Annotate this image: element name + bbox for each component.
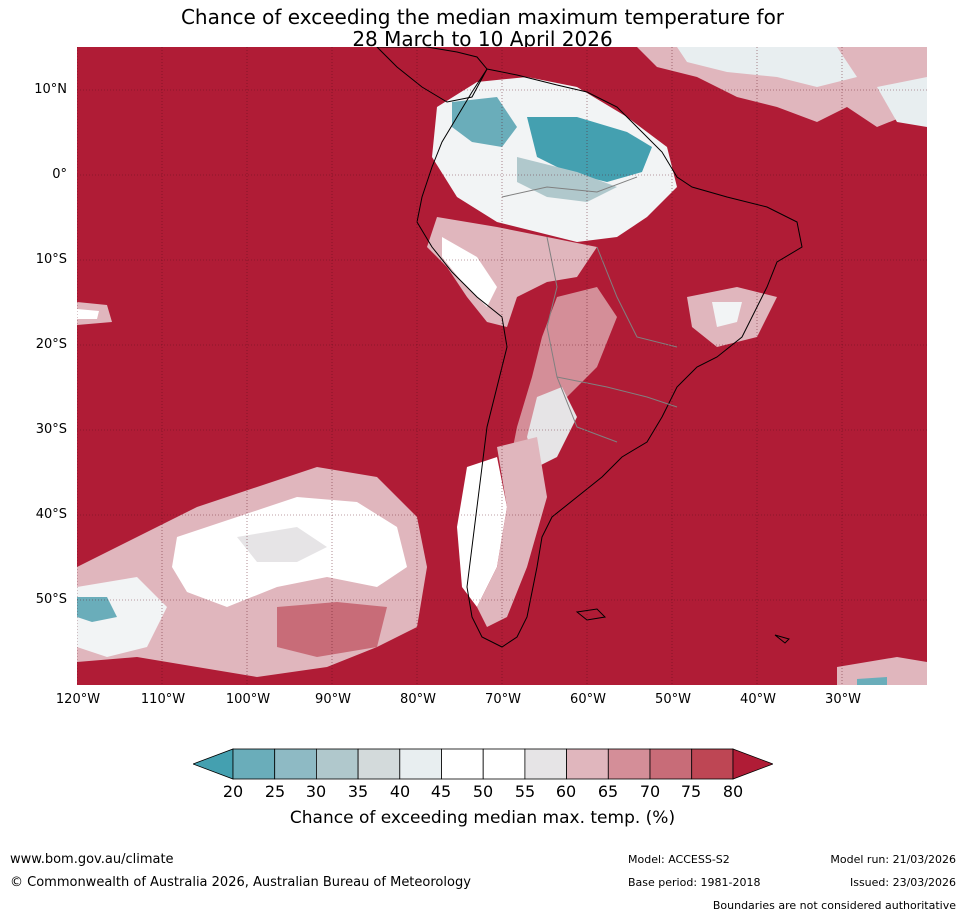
- colorbar: [193, 748, 773, 780]
- colorbar-segment-40-45: [399, 748, 442, 780]
- colorbar-tick-80: 80: [722, 782, 744, 801]
- colorbar-segment-75-80: [691, 748, 734, 780]
- lon-label-110w: 110°W: [140, 692, 186, 707]
- lon-label-70w: 70°W: [485, 692, 521, 707]
- colorbar-tick-25: 25: [264, 782, 286, 801]
- south-georgia: [774, 634, 790, 644]
- region-central-white: [527, 387, 577, 467]
- region-southeast-pale: [837, 657, 927, 685]
- colorbar-tick-75: 75: [680, 782, 702, 801]
- south-america-coastline: [416, 68, 803, 648]
- lon-label-30w: 30°W: [825, 692, 861, 707]
- region-north-white: [677, 47, 857, 87]
- region-pacific-southwest-blue: [77, 597, 117, 622]
- probability-map: [77, 47, 927, 685]
- lon-label-40w: 40°W: [740, 692, 776, 707]
- colorbar-tick-60: 60: [555, 782, 577, 801]
- colorbar-segment-30-35: [316, 748, 359, 780]
- map-title-line-1: Chance of exceeding the median maximum t…: [180, 5, 785, 29]
- gridlines: [77, 47, 927, 685]
- colorbar-segment-25-30: [274, 748, 317, 780]
- footer-disclaimer: Boundaries are not considered authoritat…: [712, 899, 956, 912]
- colorbar-label: Chance of exceeding median max. temp. (%…: [289, 808, 676, 828]
- colorbar-arrow-high: [732, 748, 773, 780]
- lat-label-10s: 10°S: [35, 252, 67, 267]
- region-brazil-east-white: [712, 302, 742, 327]
- lat-label-30s: 30°S: [35, 422, 67, 437]
- colorbar-tick-30: 30: [305, 782, 327, 801]
- region-amazon-blue-west: [452, 97, 517, 147]
- lon-label-120w: 120°W: [55, 692, 101, 707]
- region-patagonia-pale: [477, 437, 547, 627]
- lat-label-40s: 40°S: [35, 507, 67, 522]
- footer-issued: Issued: 23/03/2026: [849, 876, 956, 889]
- lat-label-20s: 20°S: [35, 337, 67, 352]
- colorbar-tick-20: 20: [222, 782, 244, 801]
- lon-label-90w: 90°W: [315, 692, 351, 707]
- region-amazon-blue-east: [527, 117, 652, 182]
- region-northeast-pale: [877, 77, 927, 127]
- region-southeast-blue: [857, 677, 887, 685]
- colorbar-arrow-low: [193, 748, 234, 780]
- colorbar-segment-45-50: [441, 748, 484, 780]
- footer-url: www.bom.gov.au/climate: [10, 852, 174, 867]
- colorbar-segment-50-55: [482, 748, 526, 780]
- lon-label-80w: 80°W: [400, 692, 436, 707]
- lon-label-50w: 50°W: [655, 692, 691, 707]
- central-america-coastline: [376, 47, 488, 103]
- region-andes-pale: [427, 217, 597, 327]
- colorbar-tick-35: 35: [347, 782, 369, 801]
- country-borders: [501, 176, 678, 443]
- lat-label-10n: 10°N: [34, 82, 67, 97]
- colorbar-tick-45: 45: [430, 782, 452, 801]
- region-andes-white: [442, 237, 497, 307]
- lat-label-0: 0°: [52, 167, 67, 182]
- colorbar-tick-65: 65: [597, 782, 619, 801]
- colorbar-segment-20-25: [232, 748, 276, 780]
- region-pacific-south-lightgrey: [237, 527, 327, 562]
- footer-copyright: © Commonwealth of Australia 2026, Austra…: [10, 875, 471, 890]
- footer-base-period: Base period: 1981-2018: [628, 876, 761, 889]
- colorbar-segment-60-65: [566, 748, 609, 780]
- map-title-line-2: 28 March to 10 April 2026: [352, 27, 613, 51]
- lat-label-50s: 50°S: [35, 592, 67, 607]
- footer-model-run: Model run: 21/03/2026: [830, 853, 956, 866]
- colorbar-segment-65-70: [607, 748, 651, 780]
- region-pacific-west-white: [77, 309, 99, 319]
- lon-label-60w: 60°W: [570, 692, 606, 707]
- colorbar-tick-40: 40: [389, 782, 411, 801]
- footer-model: Model: ACCESS-S2: [628, 853, 730, 866]
- colorbar-tick-55: 55: [514, 782, 536, 801]
- falkland-islands: [575, 608, 607, 621]
- region-amazon-lightblue: [517, 157, 617, 202]
- colorbar-segment-55-60: [524, 748, 567, 780]
- colorbar-segment-70-75: [649, 748, 693, 780]
- colorbar-segment-35-40: [357, 748, 401, 780]
- colorbar-tick-70: 70: [639, 782, 661, 801]
- lon-label-100w: 100°W: [225, 692, 271, 707]
- colorbar-tick-50: 50: [472, 782, 494, 801]
